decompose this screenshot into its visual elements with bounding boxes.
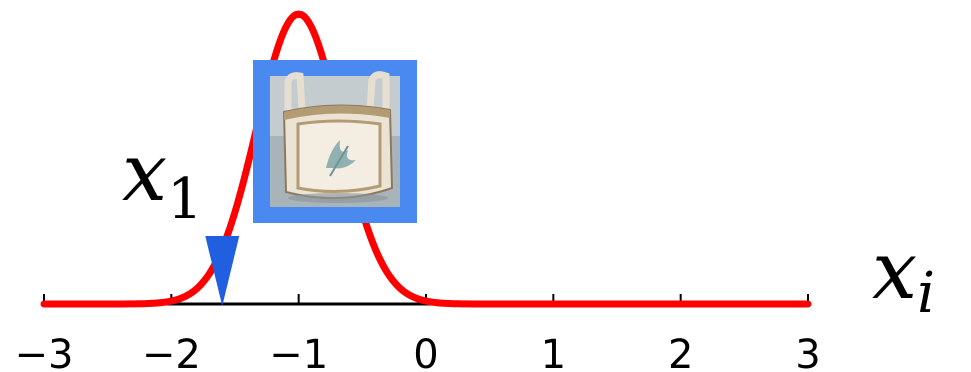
marker-label-sub: 1 xyxy=(167,167,203,232)
axis-tick-labels: −3 −2 −1 0 1 2 3 xyxy=(15,332,821,372)
axis-label: xi xyxy=(872,224,935,326)
marker-label: x1 xyxy=(122,126,203,232)
axis-tick-label: 1 xyxy=(541,332,566,372)
axis-tick-label: 2 xyxy=(668,332,693,372)
marker-label-base: x xyxy=(122,126,167,219)
axis-label-sub: i xyxy=(917,261,935,326)
axis-tick-label: −3 xyxy=(15,332,74,372)
axis-tick-label: 3 xyxy=(795,332,820,372)
axis-label-base: x xyxy=(872,224,917,317)
axis-tick-label: −1 xyxy=(269,332,328,372)
axis-tick-label: −2 xyxy=(142,332,201,372)
gaussian-curve xyxy=(40,10,812,308)
marker-arrow-icon xyxy=(205,236,240,306)
axis-tick-label: 0 xyxy=(413,332,438,372)
thumbnail xyxy=(253,60,417,223)
tote-bag-icon xyxy=(270,71,400,207)
